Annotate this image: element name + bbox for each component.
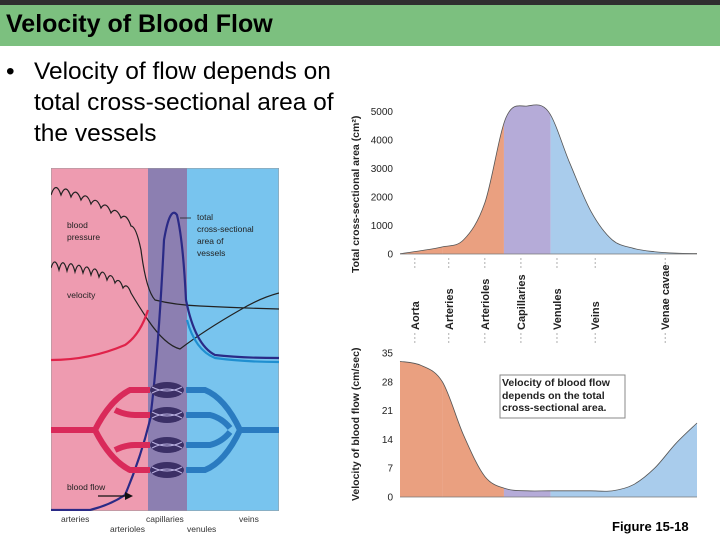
category-label: Aorta bbox=[410, 300, 422, 330]
bottom-label-venules: venules bbox=[187, 524, 216, 534]
region-arterioles bbox=[442, 361, 504, 497]
figure-label: Figure 15-18 bbox=[612, 519, 689, 534]
label-pressure: pressure bbox=[67, 232, 100, 242]
label-blood: blood bbox=[67, 220, 88, 230]
cross-sectional-area-venous-line bbox=[185, 319, 279, 364]
label-cross-sectional: cross-sectional bbox=[197, 224, 254, 234]
right-charts: 0 1000 2000 3000 4000 5000 Total cross-sectio… bbox=[350, 104, 698, 504]
label-area-of: area of bbox=[197, 236, 224, 246]
y-tick-label: 0 bbox=[387, 493, 393, 504]
region-capillaries bbox=[503, 361, 551, 497]
region-venous bbox=[550, 361, 697, 497]
chart-cross-sectional-area: 0 1000 2000 3000 4000 5000 Total cross-sectio… bbox=[350, 104, 698, 273]
y-tick-label: 35 bbox=[382, 349, 394, 360]
title-bar bbox=[0, 0, 720, 46]
bottom-label-veins: veins bbox=[239, 514, 259, 524]
category-label: Veins bbox=[590, 301, 602, 330]
y-axis-label-velocity: Velocity of blood flow (cm/sec) bbox=[350, 348, 362, 501]
y-tick-label: 5000 bbox=[371, 107, 394, 118]
region-arterial bbox=[400, 361, 443, 497]
bullet-dot-icon: • bbox=[6, 58, 15, 85]
y-tick-label: 14 bbox=[382, 435, 394, 446]
category-label: Venae cavae bbox=[660, 265, 672, 330]
bullet-point: • Velocity of flow depends on total cros… bbox=[6, 56, 346, 149]
slide-title: Velocity of Blood Flow bbox=[6, 10, 273, 38]
bottom-label-arteries: arteries bbox=[61, 514, 89, 524]
label-total: total bbox=[197, 212, 213, 222]
category-label: Arteries bbox=[444, 288, 456, 330]
region-arterioles bbox=[442, 104, 504, 254]
region-arterial bbox=[400, 104, 443, 254]
y-tick-label: 4000 bbox=[371, 136, 394, 147]
label-vessels: vessels bbox=[197, 248, 225, 258]
y-tick-label: 2000 bbox=[371, 193, 394, 204]
category-label: Arterioles bbox=[480, 279, 492, 330]
y-axis-label-area: Total cross-sectional area (cm²) bbox=[350, 116, 362, 273]
annotation-box: Velocity of blood flow depends on the to… bbox=[499, 374, 626, 419]
capillary-zone bbox=[148, 168, 187, 511]
arterial-zone bbox=[51, 168, 148, 511]
annotation-text: Velocity of blood flow depends on the to… bbox=[502, 377, 610, 414]
y-tick-label: 3000 bbox=[371, 164, 394, 175]
y-tick-label: 0 bbox=[387, 250, 393, 261]
label-blood-flow: blood flow bbox=[67, 482, 106, 492]
chart-velocity: 0 7 14 21 28 35 Velocity of blood flow (cm/se… bbox=[350, 348, 698, 504]
left-diagram: blood pressure velocity total cross-sect… bbox=[51, 168, 279, 534]
category-label: Venules bbox=[552, 288, 564, 330]
y-tick-label: 7 bbox=[387, 464, 393, 475]
area-curve bbox=[399, 104, 698, 255]
arrow-head-icon bbox=[125, 492, 133, 500]
blood-pressure-line bbox=[51, 186, 279, 310]
y-tick-label: 1000 bbox=[371, 221, 394, 232]
vessel-network bbox=[51, 382, 279, 478]
velocity-curve bbox=[399, 360, 698, 492]
venous-zone bbox=[187, 168, 279, 511]
bottom-label-arterioles: arterioles bbox=[110, 524, 145, 534]
region-capillaries bbox=[503, 104, 551, 254]
y-tick-label: 21 bbox=[382, 406, 394, 417]
bullet-text: Velocity of flow depends on total cross-… bbox=[34, 58, 334, 147]
velocity-line bbox=[51, 261, 279, 350]
category-label: Capillaries bbox=[516, 274, 528, 330]
label-velocity: velocity bbox=[67, 290, 96, 300]
cross-sectional-area-arterial-line bbox=[51, 309, 150, 362]
cross-sectional-area-line bbox=[51, 211, 279, 511]
region-venous bbox=[550, 104, 697, 254]
bottom-label-capillaries: capillaries bbox=[146, 514, 184, 524]
y-tick-label: 28 bbox=[382, 377, 394, 388]
